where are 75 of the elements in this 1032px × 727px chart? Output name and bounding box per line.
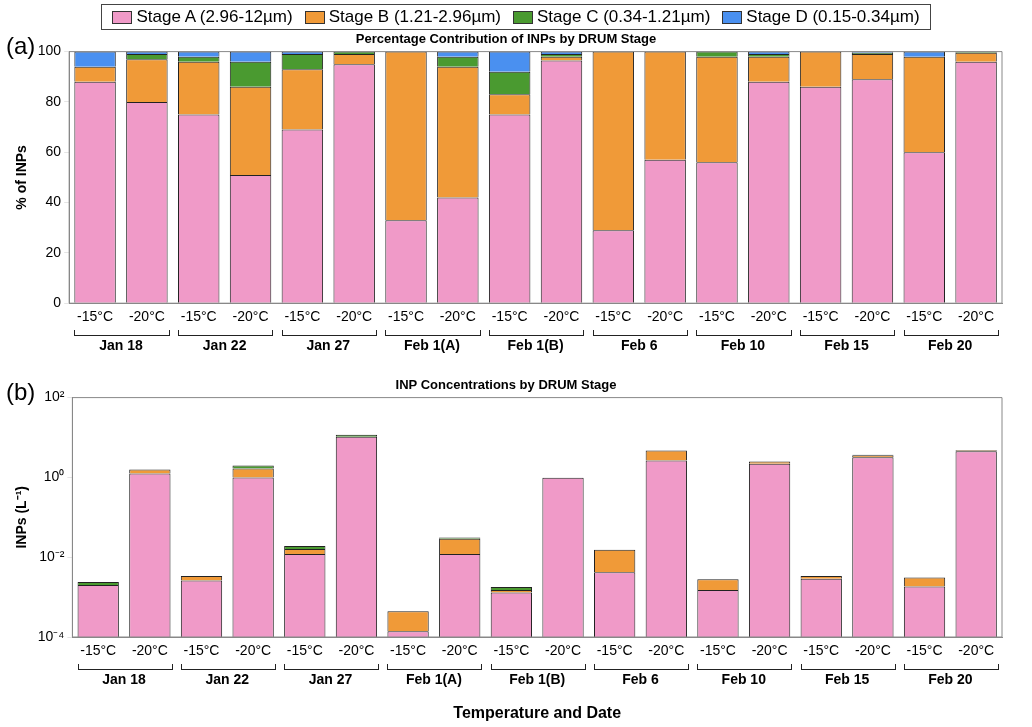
y-tick-label: 10⁻⁴ [37, 627, 65, 644]
x-tick-label: -15°C [388, 308, 424, 325]
text: Feb 6 [621, 671, 660, 687]
y-axis-title: % of INPs [13, 144, 30, 210]
chart-title: Percentage Contribution of INPs by DRUM Stage [355, 31, 657, 47]
text: Feb 20 [927, 671, 974, 687]
x-tick-label: -20°C [543, 308, 580, 325]
y-tick-label: 100 [37, 42, 62, 59]
x-tick-label: -20°C [338, 642, 375, 659]
x-tick-label: -20°C [751, 642, 788, 659]
x-tick-label: -15°C [180, 308, 217, 325]
x-tick-label: -20°C [336, 308, 373, 325]
x-tick-label: -20°C [958, 308, 995, 325]
x-tick-label: -15°C [596, 642, 633, 659]
x-tick-label: -15°C [699, 642, 736, 659]
y-tick-label: 10⁰ [43, 468, 65, 485]
text: (a) [6, 32, 36, 60]
text: Feb 1(B) [506, 337, 565, 354]
legend-label: Stage A (2.96-12µm) [135, 7, 293, 27]
x-tick-label: -20°C [441, 642, 478, 659]
x-tick-label: -15°C [493, 642, 530, 659]
x-tick-label: -15°C [284, 308, 321, 325]
x-tick-label: -15°C [698, 308, 735, 325]
x-tick-label: -15°C [803, 642, 840, 659]
text: Jan 18 [101, 671, 147, 687]
x-tick-label: -15°C [802, 308, 839, 325]
x-tick-label: -20°C [854, 308, 891, 325]
x-tick-label: -20°C [854, 642, 891, 659]
x-tick-label: -15°C [390, 642, 427, 659]
y-axis-title: INPs (L⁻¹) [13, 486, 30, 549]
text: Feb 1(A) [404, 671, 463, 687]
text: Feb 10 [719, 337, 767, 354]
text: Feb 15 [823, 671, 871, 687]
x-tick-label: -15°C [906, 642, 943, 659]
x-tick-label: -20°C [128, 308, 165, 325]
x-tick-label: -20°C [232, 308, 269, 325]
y-tick-label: 0 [53, 294, 62, 311]
x-tick-label: -15°C [906, 308, 943, 325]
legend-label: Stage D (0.15-0.34µm) [745, 7, 920, 27]
y-tick-label: 10⁻² [39, 548, 65, 565]
text: Jan 27 [305, 337, 352, 354]
x-tick-label: -15°C [595, 308, 632, 325]
text: Jan 27 [307, 671, 354, 687]
x-tick-label: -20°C [958, 642, 995, 659]
x-tick-label: -15°C [183, 642, 220, 659]
y-tick-label: 20 [45, 243, 62, 260]
x-tick-label: -20°C [647, 308, 684, 325]
x-tick-label: -20°C [648, 642, 685, 659]
x-tick-label: -20°C [235, 642, 272, 659]
y-tick-label: 60 [45, 143, 62, 160]
x-tick-label: -20°C [545, 642, 581, 659]
text: Jan 18 [98, 337, 144, 354]
legend-label: Stage C (0.34-1.21µm) [536, 7, 711, 27]
y-tick-label: 40 [45, 193, 62, 210]
text: Feb 6 [619, 337, 659, 354]
x-tick-label: -15°C [491, 308, 528, 325]
text: Jan 22 [201, 337, 248, 354]
x-tick-label: -20°C [131, 642, 168, 659]
y-tick-label: 10² [44, 388, 65, 405]
text: Feb 20 [927, 337, 974, 354]
legend-label: Stage B (1.21-2.96µm) [327, 7, 502, 27]
x-tick-label: -15°C [80, 642, 117, 659]
x-tick-label: -20°C [750, 308, 787, 325]
x-tick-label: -20°C [439, 308, 476, 325]
y-tick-label: 80 [45, 92, 62, 109]
text: Feb 15 [823, 337, 870, 354]
text: Feb 1(B) [508, 671, 567, 687]
x-tick-label: -15°C [286, 642, 323, 659]
text: Feb 10 [720, 671, 767, 687]
text: Feb 1(A) [402, 337, 461, 354]
x-axis-title: Temperature and Date [453, 703, 622, 721]
x-tick-label: -15°C [77, 308, 114, 325]
text: (b) [6, 378, 36, 406]
chart-title: INP Concentrations by DRUM Stage [395, 377, 617, 393]
text: Jan 22 [204, 671, 251, 687]
